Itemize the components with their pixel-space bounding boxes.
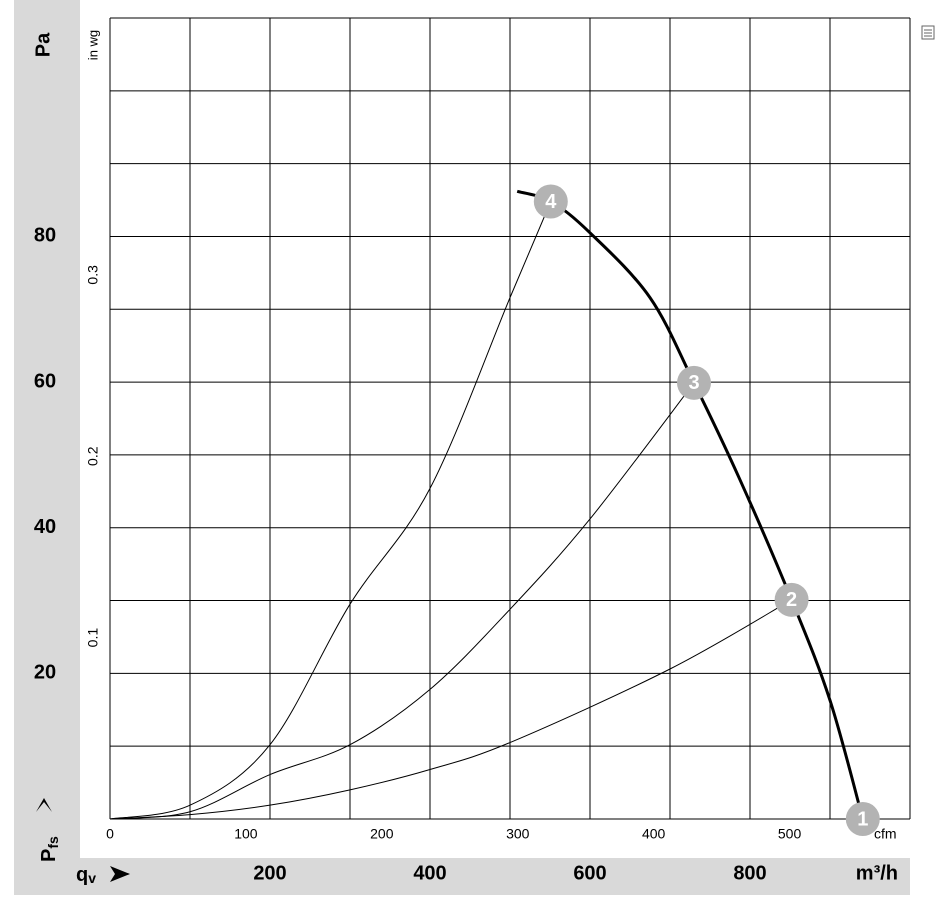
x2-tick-label: 300 <box>506 826 530 842</box>
y2-tick-label: 0.2 <box>85 446 101 466</box>
x-arrow <box>110 866 130 882</box>
operating-point-label: 3 <box>688 372 699 394</box>
operating-point <box>845 802 880 836</box>
operating-point-label: 2 <box>786 589 797 611</box>
operating-point <box>774 582 809 617</box>
y-axis-label: Pfs <box>38 836 60 862</box>
y2-unit-label: in wg <box>85 30 100 60</box>
y-tick-label: 40 <box>34 516 56 538</box>
x-unit-label: m³/h <box>856 862 898 884</box>
x-tick-label: 400 <box>413 862 446 884</box>
operating-point <box>533 184 568 219</box>
x-axis-label: qv <box>76 864 96 886</box>
operating-point-label: 4 <box>545 191 557 213</box>
operating-point <box>677 365 711 400</box>
y-arrow <box>36 798 52 812</box>
icon <box>921 25 935 40</box>
y2-tick-label: 0.1 <box>85 628 101 648</box>
curve <box>516 189 865 820</box>
x2-tick-label: 200 <box>370 826 394 842</box>
x-tick-label: 200 <box>253 862 286 884</box>
y-tick-label: 20 <box>34 662 56 684</box>
x2-tick-label: 500 <box>778 826 802 842</box>
x2-tick-label: 400 <box>642 826 666 842</box>
y-label-symbol: P <box>38 849 60 862</box>
curve <box>109 382 695 820</box>
x-label-symbol: q <box>76 864 88 886</box>
x-tick-label: 800 <box>733 862 766 884</box>
x-tick-label: 600 <box>573 862 606 884</box>
x-label-subscript: v <box>88 870 96 886</box>
operating-point-label: 1 <box>857 808 868 830</box>
curve <box>109 201 552 820</box>
x2-unit-label: cfm <box>874 826 897 842</box>
x2-tick-label: 100 <box>234 826 258 842</box>
y-unit-label: Pa <box>32 32 54 57</box>
y-tick-label: 60 <box>34 370 56 392</box>
x2-tick-label: 0 <box>106 826 114 842</box>
curve <box>109 599 792 820</box>
bottom-band <box>14 858 910 895</box>
y2-tick-label: 0.3 <box>85 265 101 285</box>
y-label-subscript: fs <box>45 836 61 849</box>
left-band <box>14 0 80 895</box>
plot-background <box>80 0 910 858</box>
y-tick-label: 80 <box>34 225 56 247</box>
